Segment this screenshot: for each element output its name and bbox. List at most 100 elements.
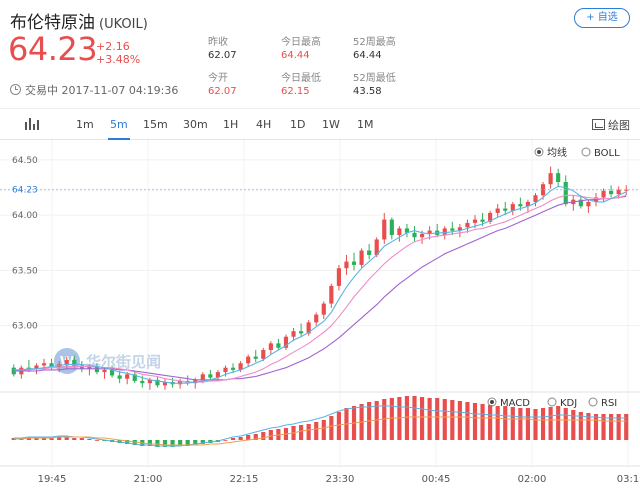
- stat-52w-high: 52周最高 64.44: [353, 36, 396, 62]
- candle-body: [578, 199, 583, 207]
- macd-bar: [64, 437, 69, 440]
- candle-body: [344, 261, 349, 269]
- candle-body: [548, 173, 553, 185]
- candle: [253, 350, 258, 363]
- macd-bar: [624, 414, 629, 440]
- candle-body: [299, 331, 304, 334]
- ma10-line: [13, 194, 627, 383]
- candle-body: [609, 190, 614, 195]
- tab-5m[interactable]: 5m: [108, 118, 130, 140]
- candle-body: [125, 374, 130, 379]
- macd-bar: [601, 414, 606, 440]
- stat-label: 昨收: [208, 37, 228, 48]
- tab-4h[interactable]: 4H: [256, 118, 272, 131]
- candle: [533, 193, 538, 207]
- candle: [208, 369, 213, 381]
- tab-1w[interactable]: 1W: [322, 118, 340, 131]
- candle-body: [457, 227, 462, 231]
- candle-body: [480, 219, 485, 222]
- candle-body: [624, 189, 629, 191]
- macd-bar: [412, 396, 417, 440]
- candle: [586, 199, 591, 213]
- macd-bar: [306, 424, 311, 440]
- candle-body: [261, 350, 266, 359]
- macd-bar: [246, 435, 251, 440]
- stat-label: 52周最高: [353, 37, 396, 48]
- macd-bar: [329, 416, 334, 440]
- macd-bar: [472, 403, 478, 440]
- macd-bar: [578, 412, 583, 440]
- watermark-text: 华尔街见闻: [86, 353, 161, 371]
- candle-body: [102, 369, 107, 373]
- instrument-name: 布伦特原油: [10, 13, 95, 33]
- candle-body: [162, 382, 168, 386]
- candle: [571, 195, 576, 211]
- x-tick-label: 19:45: [38, 474, 67, 485]
- macd-bar: [155, 440, 160, 447]
- macd-bar: [125, 440, 130, 444]
- dea-line: [13, 416, 627, 446]
- candle-body: [215, 372, 221, 378]
- candle: [314, 312, 319, 326]
- candle: [344, 254, 349, 275]
- candle: [412, 226, 417, 242]
- candle-body: [556, 173, 561, 182]
- candle-body: [450, 228, 455, 231]
- candle: [72, 355, 77, 368]
- stat-value: 62.15: [281, 86, 310, 97]
- candle: [162, 378, 168, 390]
- candle-body: [404, 228, 410, 233]
- candle-body: [238, 363, 243, 370]
- macd-bar: [389, 398, 394, 440]
- macd-bar: [336, 412, 341, 440]
- candle: [246, 354, 251, 367]
- candle: [624, 185, 629, 196]
- price-chart[interactable]: W 华尔街见闻 64.50 64.00 63.50 63.00 64.23 均线 BOLL…: [0, 140, 640, 498]
- tab-1mo[interactable]: 1M: [357, 118, 374, 131]
- macd-bar: [223, 440, 228, 441]
- candle-body: [397, 228, 402, 236]
- candlestick-icon[interactable]: [24, 118, 40, 132]
- candle-body: [427, 230, 432, 234]
- candle-body: [488, 212, 493, 222]
- macd-panel: [11, 396, 629, 447]
- stat-value: 43.58: [353, 86, 382, 97]
- macd-bar: [94, 440, 100, 441]
- candle-body: [601, 190, 606, 198]
- macd-bar: [435, 398, 440, 440]
- dif-line: [13, 405, 627, 447]
- toggle-ma[interactable]: 均线: [534, 146, 567, 159]
- status-text: 交易中 2017-11-07 04:19:36: [25, 84, 179, 97]
- candle: [495, 204, 500, 218]
- tab-30m[interactable]: 30m: [183, 118, 208, 131]
- macd-bar: [178, 440, 183, 446]
- change-value: +2.16: [96, 40, 130, 53]
- toggle-macd[interactable]: MACD: [487, 397, 530, 409]
- tab-1d[interactable]: 1D: [290, 118, 306, 131]
- add-watchlist-button[interactable]: + 自选: [574, 8, 630, 28]
- macd-bar: [230, 438, 236, 440]
- macd-bar: [503, 406, 508, 440]
- macd-bar: [253, 434, 258, 440]
- tab-1h[interactable]: 1H: [223, 118, 239, 131]
- stat-value: 62.07: [208, 86, 237, 97]
- candle-body: [563, 182, 568, 205]
- radio-dot-icon: [490, 400, 494, 404]
- candle-body: [26, 367, 31, 369]
- candle: [132, 371, 137, 384]
- candle: [283, 334, 289, 350]
- candle-body: [147, 379, 152, 384]
- candle: [185, 375, 190, 386]
- candle: [488, 210, 493, 224]
- macd-bar: [261, 432, 266, 440]
- toggle-rsi[interactable]: RSI: [588, 397, 617, 409]
- macd-bar: [87, 439, 92, 440]
- macd-bar: [510, 407, 515, 440]
- tab-1m[interactable]: 1m: [76, 118, 94, 131]
- stat-value: 64.44: [281, 50, 310, 61]
- draw-tool-button[interactable]: 绘图: [592, 117, 630, 133]
- tab-15m[interactable]: 15m: [143, 118, 168, 131]
- macd-bar: [200, 440, 205, 444]
- toggle-kdj[interactable]: KDJ: [547, 397, 577, 409]
- toggle-boll[interactable]: BOLL: [581, 147, 620, 159]
